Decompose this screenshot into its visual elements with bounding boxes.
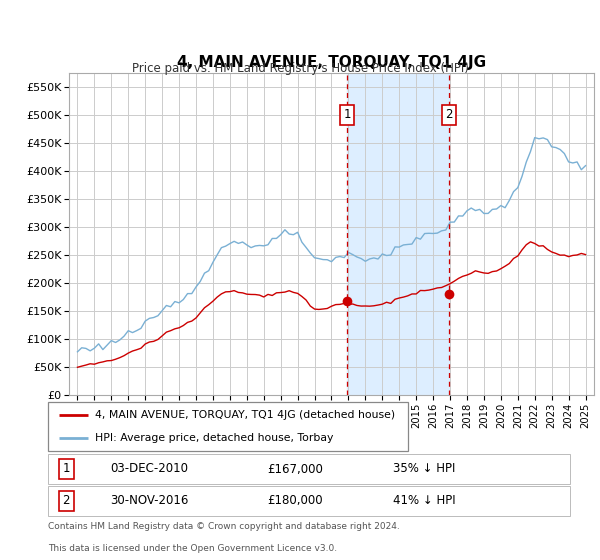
Text: 1: 1 bbox=[343, 108, 351, 122]
Text: 1: 1 bbox=[62, 463, 70, 475]
Text: 4, MAIN AVENUE, TORQUAY, TQ1 4JG (detached house): 4, MAIN AVENUE, TORQUAY, TQ1 4JG (detach… bbox=[95, 410, 395, 421]
Bar bbox=[347, 73, 449, 395]
Text: £167,000: £167,000 bbox=[267, 463, 323, 475]
FancyBboxPatch shape bbox=[48, 486, 570, 516]
Text: HPI: Average price, detached house, Torbay: HPI: Average price, detached house, Torb… bbox=[95, 433, 333, 443]
Text: 03-DEC-2010: 03-DEC-2010 bbox=[110, 463, 188, 475]
Text: £180,000: £180,000 bbox=[267, 494, 323, 507]
Text: 2: 2 bbox=[445, 108, 452, 122]
Text: This data is licensed under the Open Government Licence v3.0.: This data is licensed under the Open Gov… bbox=[48, 544, 337, 553]
Text: 30-NOV-2016: 30-NOV-2016 bbox=[110, 494, 189, 507]
Text: 35% ↓ HPI: 35% ↓ HPI bbox=[392, 463, 455, 475]
FancyBboxPatch shape bbox=[48, 402, 408, 451]
FancyBboxPatch shape bbox=[48, 454, 570, 484]
Text: Price paid vs. HM Land Registry's House Price Index (HPI): Price paid vs. HM Land Registry's House … bbox=[131, 62, 469, 75]
Text: 2: 2 bbox=[62, 494, 70, 507]
Text: 41% ↓ HPI: 41% ↓ HPI bbox=[392, 494, 455, 507]
Title: 4, MAIN AVENUE, TORQUAY, TQ1 4JG: 4, MAIN AVENUE, TORQUAY, TQ1 4JG bbox=[177, 55, 486, 70]
Text: Contains HM Land Registry data © Crown copyright and database right 2024.: Contains HM Land Registry data © Crown c… bbox=[48, 522, 400, 531]
